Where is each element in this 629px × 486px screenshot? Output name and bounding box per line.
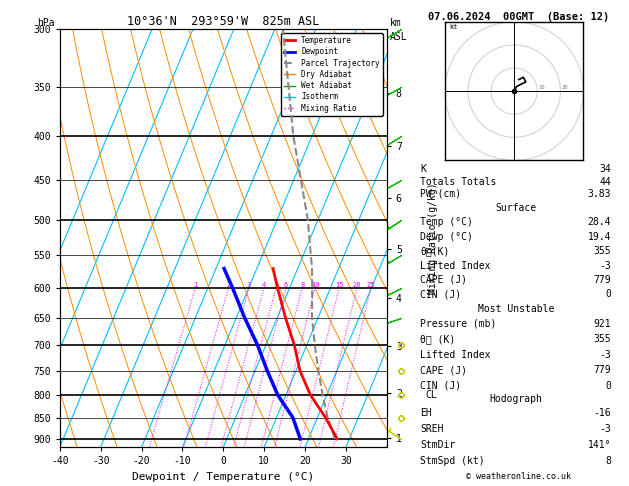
Text: © weatheronline.co.uk: © weatheronline.co.uk [467,472,571,481]
Text: 2: 2 [226,282,231,288]
Legend: Temperature, Dewpoint, Parcel Trajectory, Dry Adiabat, Wet Adiabat, Isotherm, Mi: Temperature, Dewpoint, Parcel Trajectory… [281,33,383,116]
Text: 3.83: 3.83 [587,189,611,199]
Text: CIN (J): CIN (J) [420,290,462,299]
Text: -3: -3 [599,260,611,271]
Text: Temp (°C): Temp (°C) [420,217,473,227]
Text: EH: EH [420,408,432,418]
Text: 8: 8 [605,456,611,467]
X-axis label: Dewpoint / Temperature (°C): Dewpoint / Temperature (°C) [132,472,314,482]
Text: 921: 921 [594,319,611,329]
Text: Most Unstable: Most Unstable [477,304,554,314]
Text: SREH: SREH [420,424,444,434]
Text: 779: 779 [594,365,611,375]
Text: 141°: 141° [587,440,611,450]
Text: CAPE (J): CAPE (J) [420,365,467,375]
Text: 1: 1 [193,282,198,288]
Text: 10: 10 [311,282,320,288]
Text: Surface: Surface [495,203,537,213]
Text: 28.4: 28.4 [587,217,611,227]
Text: 5: 5 [274,282,278,288]
Text: 0: 0 [605,381,611,391]
Text: Hodograph: Hodograph [489,394,542,404]
Text: 10: 10 [538,85,545,90]
Text: K: K [420,164,426,174]
Text: 15: 15 [335,282,343,288]
Text: km: km [390,18,402,28]
Title: 10°36'N  293°59'W  825m ASL: 10°36'N 293°59'W 825m ASL [127,15,320,28]
Text: 355: 355 [594,246,611,256]
Text: 34: 34 [599,164,611,174]
Text: -3: -3 [599,424,611,434]
Text: 20: 20 [353,282,361,288]
Text: Totals Totals: Totals Totals [420,176,497,187]
Text: θᴀ(K): θᴀ(K) [420,246,450,256]
Text: 4: 4 [262,282,266,288]
Text: CL: CL [426,390,438,400]
Text: 355: 355 [594,334,611,344]
Text: Mixing Ratio (g/kg): Mixing Ratio (g/kg) [428,182,438,294]
Text: 779: 779 [594,275,611,285]
Text: hPa: hPa [37,18,55,28]
Text: CAPE (J): CAPE (J) [420,275,467,285]
Text: θᴀ (K): θᴀ (K) [420,334,455,344]
Text: CIN (J): CIN (J) [420,381,462,391]
Text: Lifted Index: Lifted Index [420,350,491,360]
Text: Pressure (mb): Pressure (mb) [420,319,497,329]
Text: 20: 20 [562,85,568,90]
Text: 6: 6 [284,282,288,288]
Text: 3: 3 [247,282,251,288]
Text: StmSpd (kt): StmSpd (kt) [420,456,485,467]
Text: kt: kt [450,24,458,30]
Text: 19.4: 19.4 [587,232,611,242]
Text: 07.06.2024  00GMT  (Base: 12): 07.06.2024 00GMT (Base: 12) [428,12,610,22]
Text: StmDir: StmDir [420,440,455,450]
Text: Lifted Index: Lifted Index [420,260,491,271]
Text: -3: -3 [599,350,611,360]
Text: 8: 8 [300,282,304,288]
Text: 0: 0 [605,290,611,299]
Text: 25: 25 [367,282,376,288]
Text: Dewp (°C): Dewp (°C) [420,232,473,242]
Text: 44: 44 [599,176,611,187]
Text: ASL: ASL [390,32,408,42]
Text: PW (cm): PW (cm) [420,189,462,199]
Text: -16: -16 [594,408,611,418]
